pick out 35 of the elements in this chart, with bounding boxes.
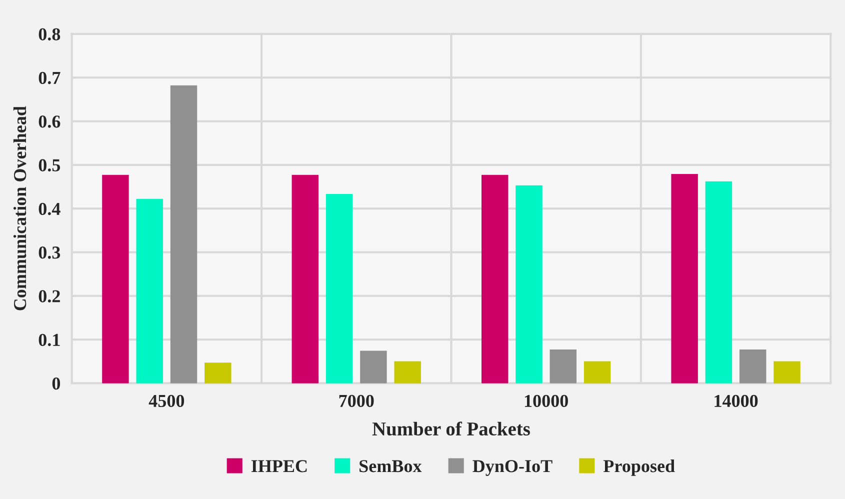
x-tick-label: 10000 <box>524 394 568 408</box>
x-tick-label: 14000 <box>714 394 758 408</box>
bar <box>774 361 800 384</box>
y-tick-label: 0.2 <box>38 290 60 302</box>
legend-label: DynO-IoT <box>472 460 552 476</box>
y-tick-label: 0.7 <box>38 72 60 84</box>
bar <box>360 350 387 384</box>
y-tick-label: 0.3 <box>38 246 60 259</box>
x-tick-label: 7000 <box>339 394 374 408</box>
bar <box>136 198 163 384</box>
y-tick-label: 0 <box>52 377 60 390</box>
legend-label: IHPEC <box>251 460 307 472</box>
bar <box>584 361 611 384</box>
y-tick-label: 0.8 <box>38 28 60 40</box>
x-axis-title: Number of Packets <box>372 422 530 436</box>
y-tick-label: 0.1 <box>38 334 60 346</box>
legend-label: SemBox <box>360 460 422 472</box>
y-tick-label: 0.6 <box>38 116 60 128</box>
x-tick-label: 4500 <box>148 394 184 408</box>
bar <box>705 181 732 384</box>
y-tick-label: 0.5 <box>38 159 60 172</box>
bar <box>292 174 319 384</box>
legend-label: Proposed <box>603 460 675 476</box>
bar <box>102 174 129 384</box>
bar <box>170 85 198 384</box>
bar <box>394 361 421 384</box>
bar <box>550 349 577 384</box>
bar <box>671 174 698 384</box>
bar <box>482 174 508 384</box>
bar <box>516 185 542 384</box>
bar <box>326 194 353 384</box>
bar <box>739 349 766 384</box>
bar <box>204 362 232 384</box>
y-tick-label: 0.4 <box>38 202 60 216</box>
y-axis-title: Communication Overhead <box>13 106 26 310</box>
